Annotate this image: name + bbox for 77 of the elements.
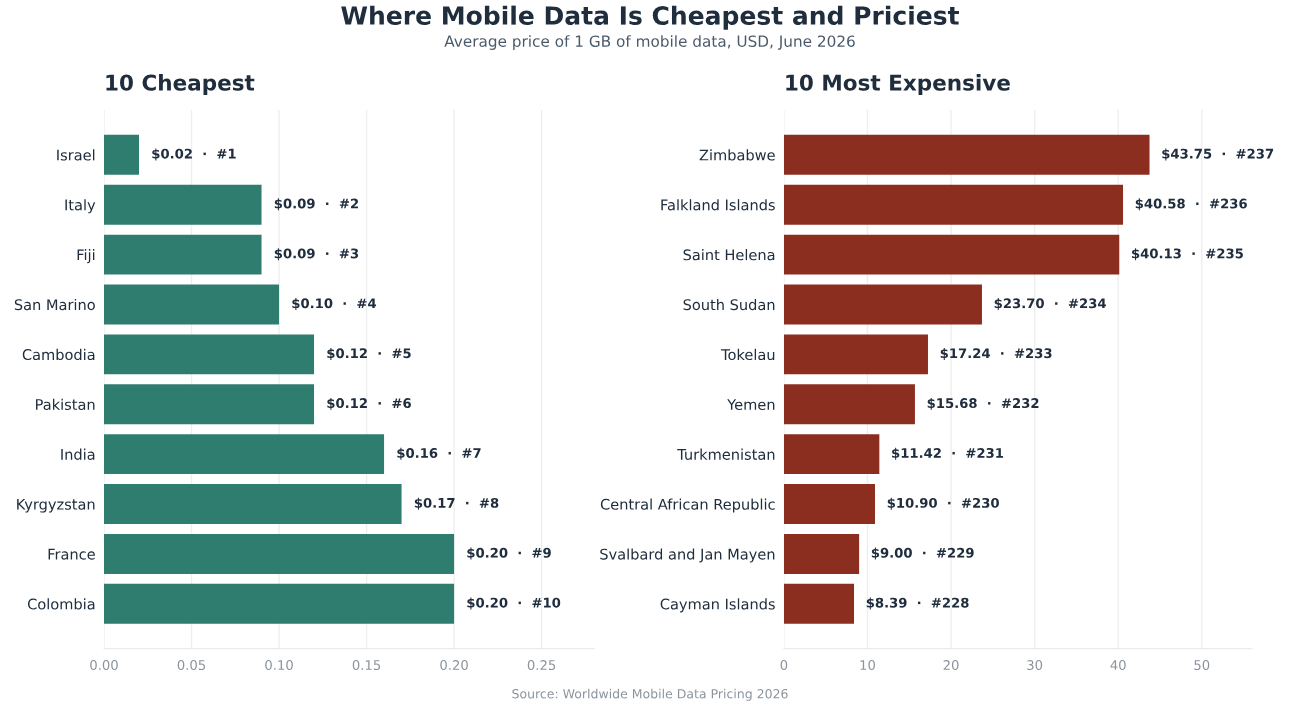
data-label: $9.00 · #229 (871, 547, 974, 560)
y-tick-label: South Sudan (683, 298, 775, 311)
bar (104, 384, 315, 425)
source-note: Source: Worldwide Mobile Data Pricing 2026 (512, 688, 788, 701)
x-tick-label: 0.05 (177, 660, 206, 671)
y-tick-label: France (48, 548, 95, 560)
bar (104, 184, 262, 225)
data-label: $0.12 · #6 (327, 397, 411, 410)
data-label: $0.09 · #3 (274, 248, 359, 261)
data-label: $40.13 · #235 (1132, 248, 1243, 261)
data-label: $10.90 · #230 (887, 497, 999, 510)
data-label: $0.02 · #1 (152, 148, 236, 161)
x-tick-label: 50 (1194, 660, 1210, 671)
x-tick-label: 0.10 (265, 660, 293, 671)
y-tick-label: India (61, 448, 95, 460)
y-tick-label: Cayman Islands (660, 598, 775, 613)
y-tick-label: San Marino (14, 298, 95, 311)
y-tick-label: Kyrgyzstan (17, 498, 95, 513)
bar (783, 234, 1120, 275)
bar (104, 134, 140, 175)
bar (783, 334, 928, 375)
bar (783, 434, 880, 475)
bar (104, 434, 385, 475)
y-tick-label: Turkmenistan (677, 448, 775, 460)
data-label: $0.20 · #9 (467, 547, 551, 560)
bar (104, 334, 315, 375)
x-tick-label: 0.00 (90, 660, 118, 671)
data-label: $17.24 · #233 (940, 347, 1052, 360)
data-label: $43.75 · #237 (1162, 148, 1274, 161)
data-label: $0.20 · #10 (467, 597, 561, 610)
x-tick-label: 0.25 (527, 660, 556, 671)
chart-title: 10 Cheapest (106, 74, 255, 95)
bar (104, 234, 262, 275)
data-label: $15.68 · #232 (927, 397, 1039, 410)
data-label: $0.12 · #5 (327, 347, 411, 360)
y-tick-label: Israel (57, 149, 95, 161)
bar (104, 284, 280, 325)
bar (783, 533, 860, 574)
y-tick-label: Falkland Islands (661, 199, 775, 211)
x-tick-label: 0.15 (352, 660, 381, 671)
y-tick-label: Yemen (727, 399, 775, 411)
data-label: $40.58 · #236 (1135, 198, 1247, 211)
bar (104, 533, 455, 574)
y-tick-label: Colombia (27, 598, 95, 610)
y-tick-label: Zimbabwe (699, 149, 775, 161)
bar (783, 583, 855, 624)
x-tick-label: 30 (1027, 660, 1043, 671)
bar (783, 134, 1150, 175)
bar (783, 184, 1124, 225)
y-tick-label: Cambodia (22, 348, 95, 361)
bar (104, 484, 402, 524)
text: Where Mobile Data Is Cheapest and Priciest (341, 5, 959, 30)
y-tick-label: Central African Republic (600, 498, 775, 513)
bar (104, 583, 455, 624)
data-label: $0.10 · #4 (292, 298, 377, 311)
bar (783, 484, 875, 524)
y-tick-label: Fiji (77, 249, 95, 264)
data-label: $0.16 · #7 (397, 447, 481, 460)
x-tick-label: 0.20 (440, 660, 468, 671)
x-tick-label: 40 (1110, 660, 1126, 671)
data-label: $8.39 · #228 (866, 597, 969, 610)
text: Average price of 1 GB of mobile data, USD, June 2026 (444, 35, 855, 50)
data-label: $0.17 · #8 (414, 497, 499, 510)
y-tick-label: Saint Helena (683, 249, 775, 261)
y-tick-label: Italy (65, 199, 96, 214)
data-label: $23.70 · #234 (994, 298, 1106, 311)
y-tick-label: Tokelau (721, 348, 775, 361)
chart-title: 10 Most Expensive (786, 74, 1010, 95)
y-tick-label: Pakistan (36, 398, 95, 411)
x-tick-label: 20 (943, 660, 959, 671)
bar (783, 384, 915, 425)
y-tick-label: Svalbard and Jan Mayen (600, 548, 775, 563)
x-tick-label: 0 (780, 660, 788, 671)
data-label: $11.42 · #231 (892, 447, 1004, 460)
x-tick-label: 10 (860, 660, 875, 671)
data-label: $0.09 · #2 (274, 198, 358, 211)
bar (783, 284, 982, 325)
